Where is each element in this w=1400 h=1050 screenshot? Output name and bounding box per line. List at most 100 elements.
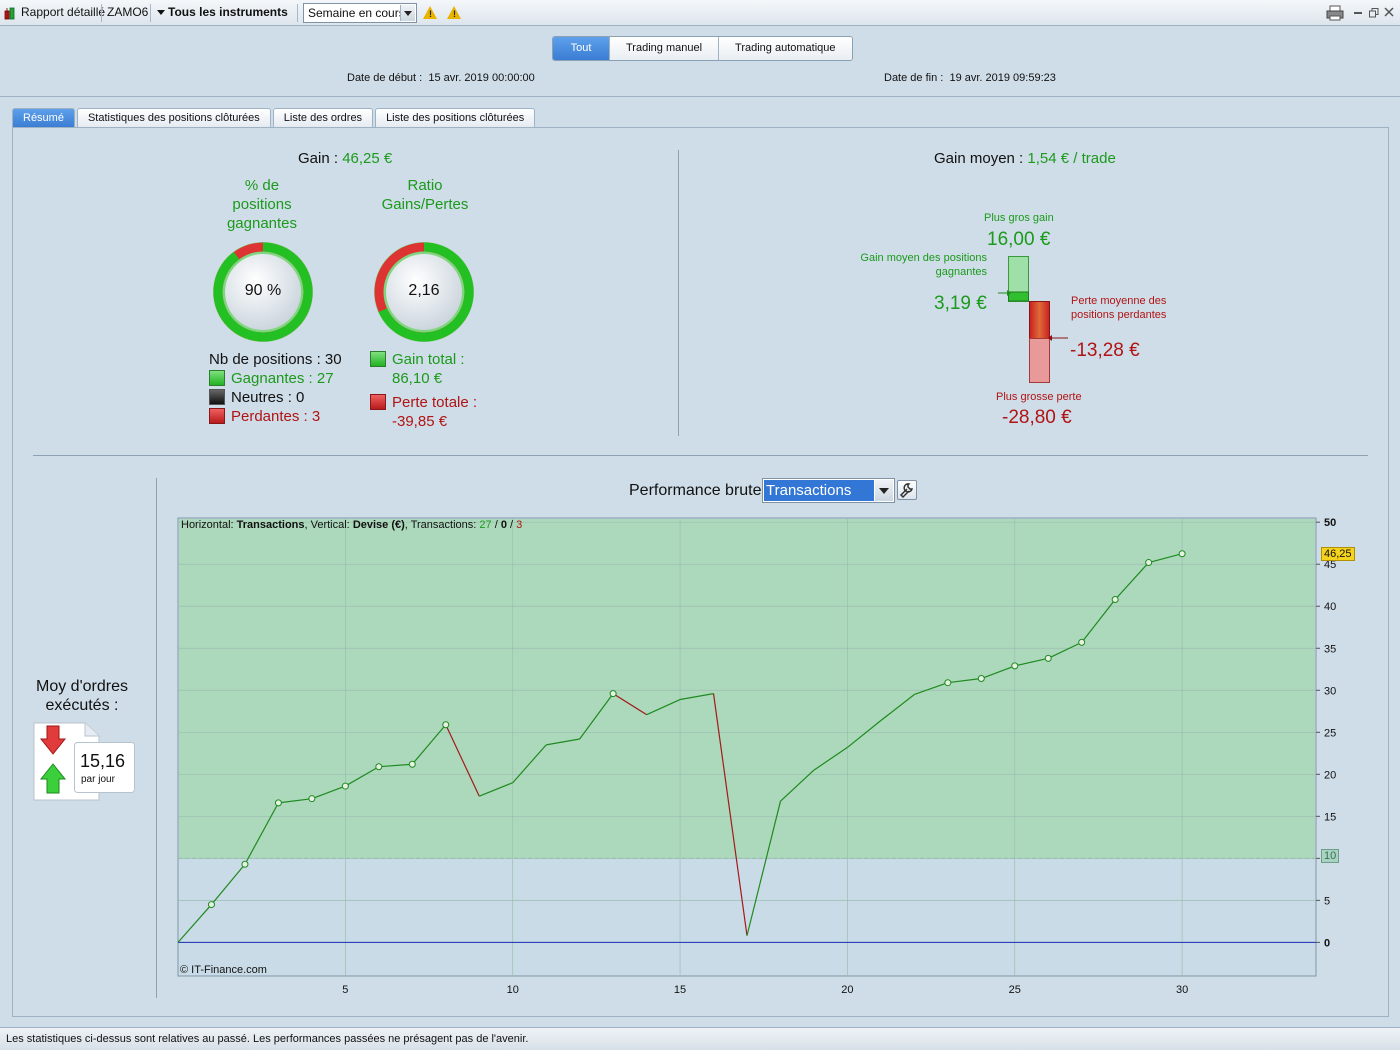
copyright: © IT-Finance.com xyxy=(180,964,267,976)
start-date-value: 15 avr. 2019 00:00:00 xyxy=(428,72,535,84)
header-divider xyxy=(0,96,1400,97)
tab-summary[interactable]: Résumé xyxy=(12,108,75,127)
section-divider xyxy=(33,455,1368,456)
chart-info-loss: 3 xyxy=(516,519,523,531)
dropdown-arrow-icon xyxy=(157,10,165,16)
orders-icon xyxy=(33,722,135,801)
period-select[interactable]: Semaine en cours xyxy=(303,3,417,23)
avg-win-label-line: gagnantes xyxy=(935,266,987,278)
gain-value: 46,25 € xyxy=(342,150,393,167)
biggest-loss-value: -28,80 € xyxy=(1002,407,1072,428)
threshold-badge: 10 xyxy=(1321,849,1340,863)
total-loss-value: -39,85 € xyxy=(392,413,448,430)
warning-icon[interactable]: ! xyxy=(447,6,461,19)
win-rate-title-line: % de xyxy=(244,177,280,194)
tab-closed-stats[interactable]: Statistiques des positions clôturées xyxy=(76,108,271,127)
donut-center xyxy=(225,254,301,330)
performance-title: Performance brute xyxy=(629,482,762,499)
tab-bar: Résumé Statistiques des positions clôtur… xyxy=(12,108,537,127)
performance-mode-select[interactable]: Transactions xyxy=(762,478,895,503)
close-icon[interactable] xyxy=(1384,6,1394,20)
donut-gain-arc xyxy=(378,242,474,342)
end-date-value: 19 avr. 2019 09:59:23 xyxy=(949,72,1056,84)
mode-manual-button[interactable]: Trading manuel xyxy=(609,37,719,60)
winning-swatch xyxy=(209,370,225,386)
toolbar-divider xyxy=(150,4,151,22)
toolbar-divider xyxy=(101,4,102,22)
toolbar-divider xyxy=(297,4,298,22)
total-gain-swatch xyxy=(370,351,386,367)
gain-label: Gain : xyxy=(298,150,339,167)
biggest-gain-value: 16,00 € xyxy=(987,229,1051,250)
ratio-donut: 2,16 xyxy=(372,240,476,344)
ratio-title: Ratio Gains/Pertes xyxy=(370,176,480,214)
period-value: Semaine en cours xyxy=(308,6,405,20)
top-toolbar: Rapport détaillé ZAMO6 Tous les instrume… xyxy=(0,0,1400,26)
avg-loss-label-line: positions perdantes xyxy=(1071,309,1167,321)
summary-panel: Gain : 46,25 € % de positions gagnantes … xyxy=(12,127,1389,1017)
avg-loss-bar xyxy=(1029,301,1050,339)
end-date: Date de fin : 19 avr. 2019 09:59:23 xyxy=(884,72,1056,84)
status-bar: Les statistiques ci-dessus sont relative… xyxy=(0,1027,1400,1050)
win-rate-title-line: positions xyxy=(232,196,292,213)
minimize-icon[interactable] xyxy=(1354,12,1362,14)
warning-icon[interactable]: ! xyxy=(423,6,437,19)
orders-value: 15,16 xyxy=(80,751,126,771)
print-icon[interactable] xyxy=(1326,5,1344,24)
chevron-down-icon[interactable] xyxy=(400,5,415,21)
biggest-loss-bar xyxy=(1029,338,1050,383)
total-gain-label: Gain total : xyxy=(392,351,465,368)
chart-info: Horizontal: Transactions, Vertical: Devi… xyxy=(181,519,522,531)
average-gain: Gain moyen : 1,54 € / trade xyxy=(934,150,1116,167)
orders-title: Moy d'ordres exécutés : xyxy=(27,677,137,715)
donut-gain-arc xyxy=(213,242,313,342)
avg-loss-arrow-head xyxy=(1048,335,1052,341)
report-icon[interactable] xyxy=(4,6,18,20)
tab-orders[interactable]: Liste des ordres xyxy=(272,108,374,127)
chart-info-text: , Transactions: xyxy=(404,519,477,531)
arrow-up-icon xyxy=(39,763,67,794)
orders-divider xyxy=(156,478,157,998)
mode-auto-button[interactable]: Trading automatique xyxy=(718,37,852,60)
tab-closed-positions[interactable]: Liste des positions clôturées xyxy=(375,108,536,127)
avg-loss-label: Perte moyenne des positions perdantes xyxy=(1071,294,1166,322)
total-gain: Gain : 46,25 € xyxy=(298,150,392,167)
gain-loss-bars xyxy=(998,256,1068,383)
avg-loss-value: -13,28 € xyxy=(1070,340,1140,361)
winning-count: Gagnantes : 27 xyxy=(231,370,334,387)
chevron-down-icon[interactable] xyxy=(875,480,893,501)
avg-win-bar xyxy=(1008,291,1029,302)
end-date-label: Date de fin : xyxy=(884,72,944,84)
neutral-swatch xyxy=(209,389,225,405)
ratio-title-line: Ratio xyxy=(407,177,443,194)
arrow-down-icon xyxy=(39,725,67,755)
mode-all-button[interactable]: Tout xyxy=(553,37,609,60)
total-gain-value: 86,10 € xyxy=(392,370,443,387)
chart-info-text: / xyxy=(491,519,501,531)
positions-count: Nb de positions : 30 xyxy=(209,351,342,368)
chart-info-text: Devise (€) xyxy=(352,519,405,531)
neutral-count: Neutres : 0 xyxy=(231,389,305,406)
losing-swatch xyxy=(209,408,225,424)
donut-center xyxy=(386,254,462,330)
account-label[interactable]: ZAMO6 xyxy=(107,5,149,19)
avg-win-label-line: Gain moyen des positions xyxy=(860,252,987,264)
biggest-gain-label: Plus gros gain xyxy=(984,212,1054,224)
wrench-icon[interactable] xyxy=(897,480,917,500)
chart-info-text: , Vertical: xyxy=(304,519,350,531)
average-gain-label: Gain moyen : xyxy=(934,150,1024,167)
instruments-dropdown[interactable]: Tous les instruments xyxy=(157,5,288,19)
average-gain-value: 1,54 € / trade xyxy=(1027,150,1116,167)
chart-info-text: Transactions xyxy=(236,519,305,531)
orders-unit: par jour xyxy=(81,774,115,785)
restore-icon[interactable] xyxy=(1369,7,1379,21)
performance-mode-value: Transactions xyxy=(764,480,874,501)
summary-divider xyxy=(678,150,679,436)
orders-title-line: exécutés : xyxy=(45,697,119,714)
avg-win-label: Gain moyen des positions gagnantes xyxy=(851,251,987,279)
losing-count: Perdantes : 3 xyxy=(231,408,321,425)
biggest-loss-label: Plus grosse perte xyxy=(996,391,1082,403)
chart-info-neutral: 0 xyxy=(500,519,507,531)
win-rate-value: 90 % xyxy=(244,282,282,299)
avg-loss-label-line: Perte moyenne des xyxy=(1071,295,1167,307)
